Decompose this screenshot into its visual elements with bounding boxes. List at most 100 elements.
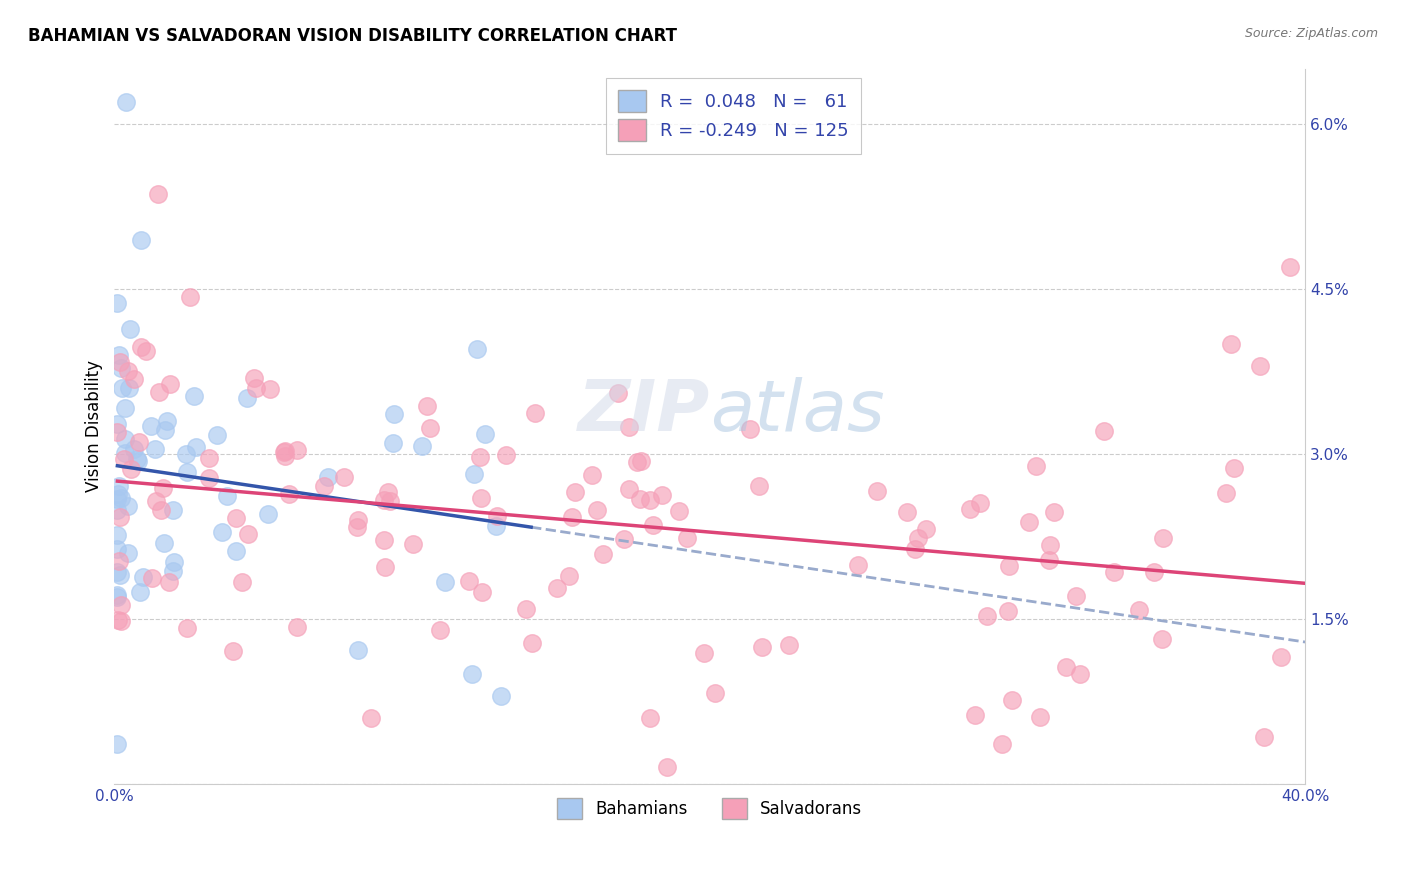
Point: [1249, 359, 1271, 373]
Point: [581, 467, 603, 482]
Point: [748, 479, 770, 493]
Point: [243, 371, 266, 385]
Point: [360, 711, 382, 725]
Point: [564, 485, 586, 500]
Point: [157, 574, 180, 589]
Point: [120, 462, 142, 476]
Point: [236, 391, 259, 405]
Point: [114, 452, 136, 467]
Point: [606, 386, 628, 401]
Point: [474, 427, 496, 442]
Point: [114, 446, 136, 460]
Point: [153, 536, 176, 550]
Point: [485, 519, 508, 533]
Point: [907, 531, 929, 545]
Point: [118, 322, 141, 336]
Point: [1069, 667, 1091, 681]
Point: [162, 503, 184, 517]
Point: [668, 504, 690, 518]
Point: [117, 364, 139, 378]
Point: [592, 547, 614, 561]
Point: [904, 542, 927, 557]
Point: [110, 491, 132, 506]
Point: [676, 531, 699, 545]
Point: [965, 707, 987, 722]
Point: [1152, 531, 1174, 545]
Point: [105, 417, 128, 432]
Point: [415, 399, 437, 413]
Point: [373, 492, 395, 507]
Text: Source: ZipAtlas.com: Source: ZipAtlas.com: [1244, 27, 1378, 40]
Point: [976, 608, 998, 623]
Point: [1279, 260, 1302, 274]
Point: [198, 471, 221, 485]
Point: [105, 738, 128, 752]
Point: [183, 389, 205, 403]
Point: [1064, 589, 1087, 603]
Point: [176, 466, 198, 480]
Point: [495, 448, 517, 462]
Point: [145, 494, 167, 508]
Point: [274, 449, 297, 463]
Point: [159, 377, 181, 392]
Point: [108, 479, 131, 493]
Point: [1215, 486, 1237, 500]
Point: [211, 524, 233, 539]
Point: [141, 418, 163, 433]
Point: [470, 491, 492, 505]
Point: [108, 554, 131, 568]
Point: [174, 447, 197, 461]
Point: [470, 450, 492, 464]
Point: [110, 598, 132, 612]
Point: [105, 588, 128, 602]
Point: [846, 558, 869, 572]
Point: [225, 544, 247, 558]
Point: [1038, 553, 1060, 567]
Point: [1223, 460, 1246, 475]
Point: [141, 571, 163, 585]
Point: [1128, 603, 1150, 617]
Point: [613, 533, 636, 547]
Point: [129, 340, 152, 354]
Point: [381, 436, 404, 450]
Point: [198, 450, 221, 465]
Point: [110, 361, 132, 376]
Point: [778, 638, 800, 652]
Point: [630, 454, 652, 468]
Point: [896, 505, 918, 519]
Point: [332, 470, 354, 484]
Point: [1143, 565, 1166, 579]
Point: [107, 487, 129, 501]
Point: [1025, 459, 1047, 474]
Point: [638, 492, 661, 507]
Point: [411, 439, 433, 453]
Point: [105, 295, 128, 310]
Point: [738, 422, 761, 436]
Point: [485, 508, 508, 523]
Point: [378, 494, 401, 508]
Point: [122, 442, 145, 457]
Point: [105, 503, 128, 517]
Point: [523, 406, 546, 420]
Point: [186, 441, 208, 455]
Point: [148, 187, 170, 202]
Point: [132, 569, 155, 583]
Point: [274, 444, 297, 458]
Point: [314, 479, 336, 493]
Legend: Bahamians, Salvadorans: Bahamians, Salvadorans: [551, 792, 869, 825]
Point: [434, 575, 457, 590]
Point: [429, 624, 451, 638]
Point: [163, 555, 186, 569]
Point: [114, 401, 136, 415]
Point: [969, 496, 991, 510]
Point: [225, 511, 247, 525]
Point: [638, 711, 661, 725]
Point: [1219, 336, 1241, 351]
Point: [704, 686, 727, 700]
Point: [236, 527, 259, 541]
Point: [105, 565, 128, 579]
Point: [245, 381, 267, 395]
Point: [257, 507, 280, 521]
Point: [278, 487, 301, 501]
Point: [1253, 730, 1275, 744]
